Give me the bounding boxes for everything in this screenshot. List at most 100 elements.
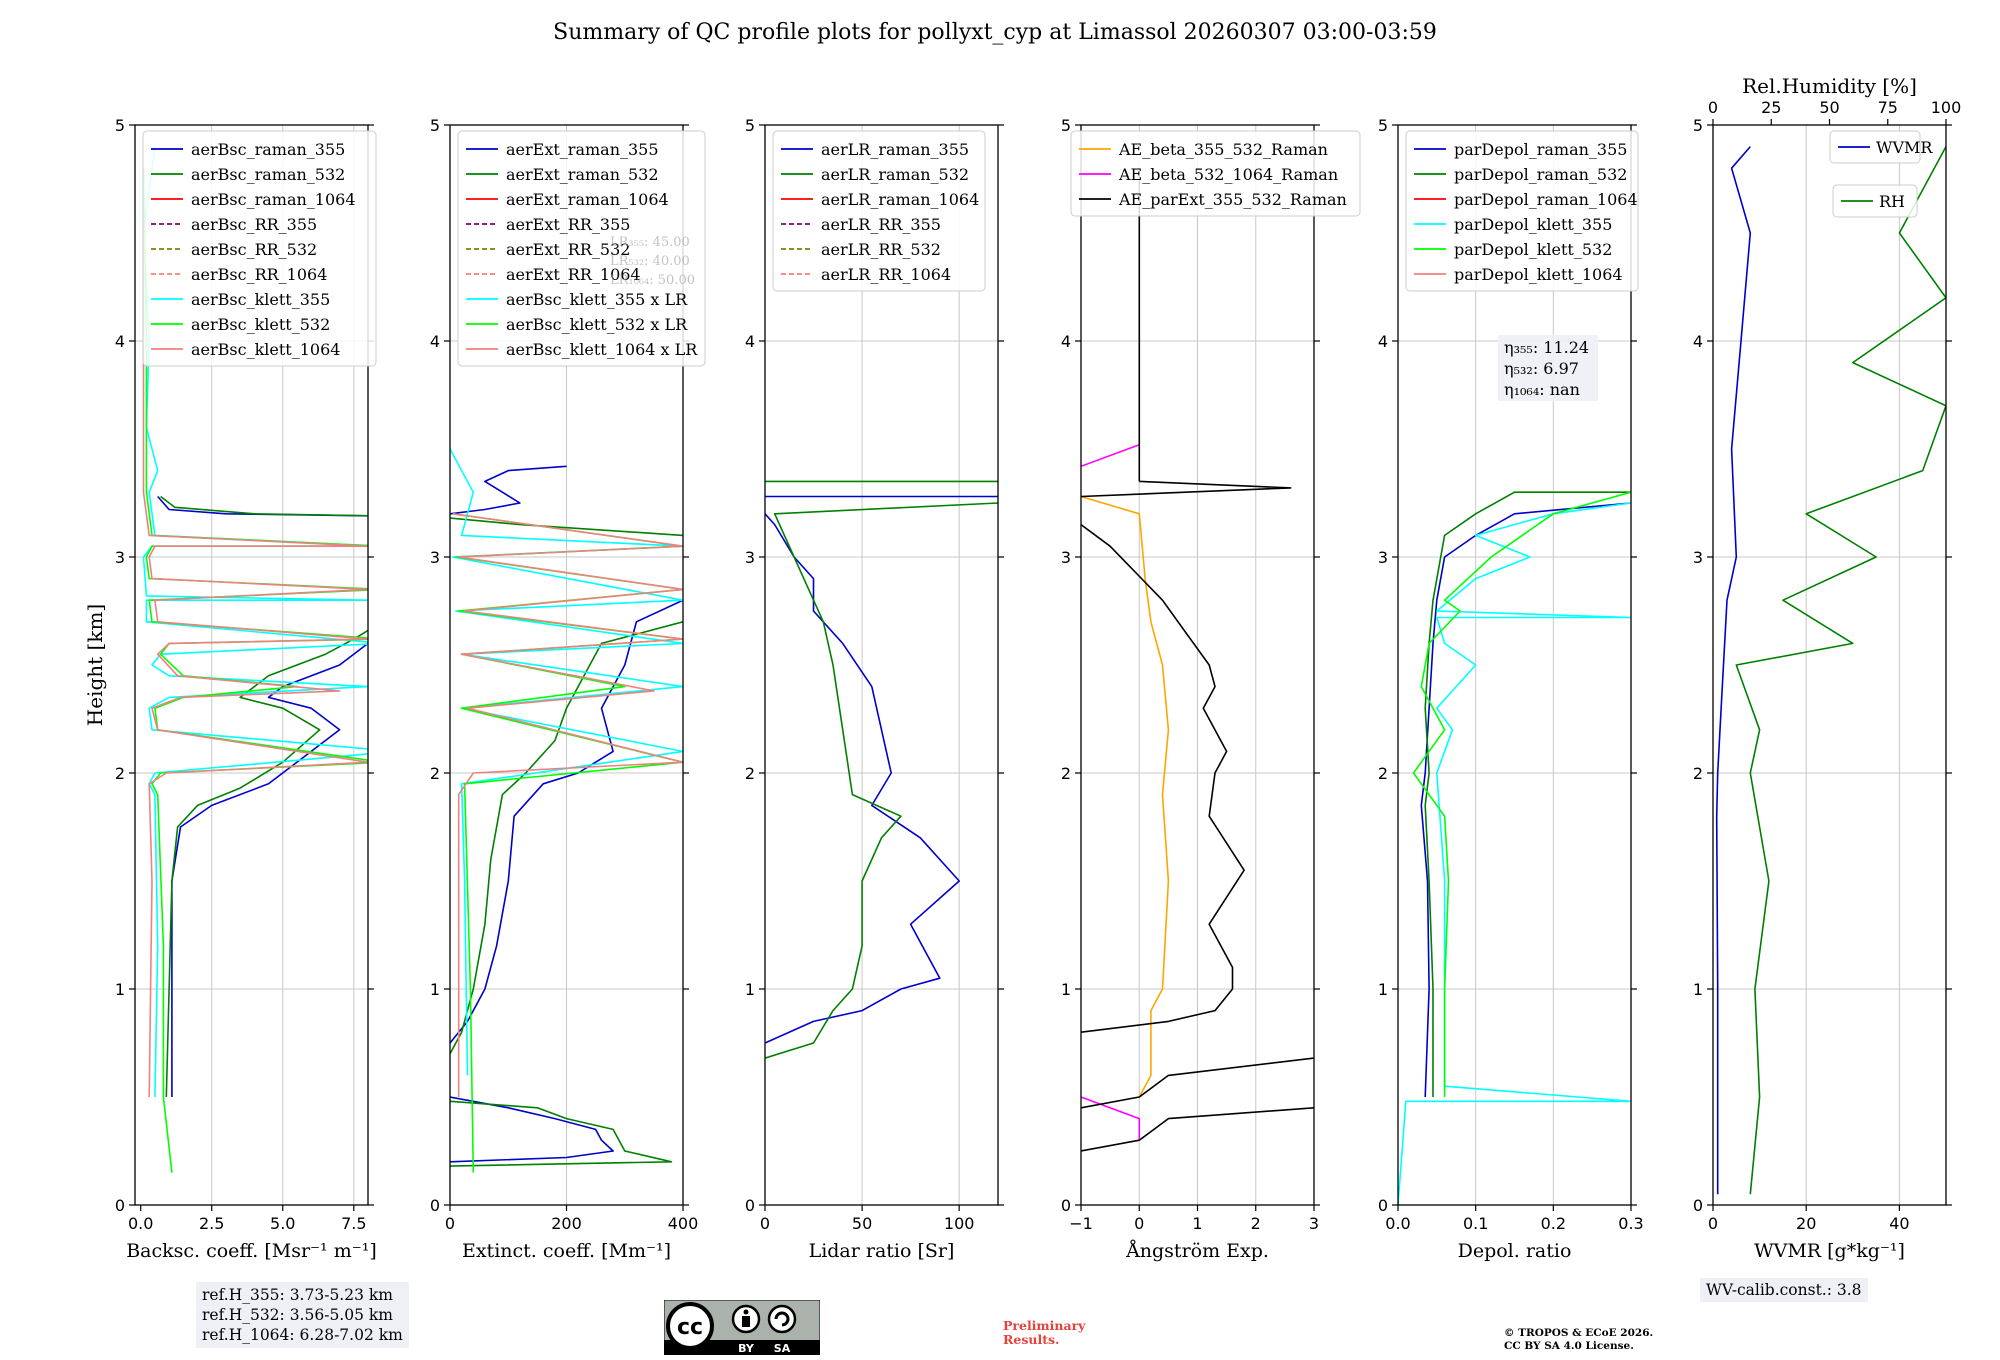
legend-label: aerBsc_klett_1064	[191, 340, 340, 359]
series-line	[1081, 523, 1245, 1033]
ref-height-1064: ref.H_1064: 6.28-7.02 km	[202, 1326, 403, 1344]
top-x-tick-label: 100	[1931, 98, 1962, 117]
ref-height-355: ref.H_355: 3.73-5.23 km	[202, 1286, 393, 1304]
copyright-note: © TROPOS & ECoE 2026. CC BY SA 4.0 Licen…	[1504, 1327, 1653, 1353]
x-tick-label: 0	[445, 1214, 455, 1233]
y-tick-label: 5	[1693, 116, 1703, 135]
lr-annotation: LR₃₅₅: 45.00	[610, 235, 690, 250]
legend-label: aerBsc_klett_532	[191, 315, 330, 334]
top-x-tick-label: 0	[1708, 98, 1718, 117]
y-tick-label: 5	[745, 116, 755, 135]
lr-annotation: LR₅₃₂: 40.00	[610, 254, 690, 269]
x-tick-label: 200	[551, 1214, 582, 1233]
x-tick-label: 0	[1708, 1214, 1718, 1233]
series-line	[1398, 502, 1631, 1205]
legend-label: parDepol_klett_1064	[1454, 265, 1623, 284]
y-tick-label: 0	[430, 1196, 440, 1215]
y-tick-label: 4	[1061, 332, 1071, 351]
series-group	[1081, 168, 1314, 1152]
legend-label: aerLR_raman_1064	[821, 190, 979, 209]
series-line	[165, 629, 368, 1098]
x-axis-label: Depol. ratio	[1458, 1240, 1572, 1262]
cc-badge-by-text: BY	[738, 1342, 755, 1355]
legend-label: parDepol_raman_532	[1454, 165, 1627, 184]
y-tick-label: 3	[745, 548, 755, 567]
y-tick-label: 2	[1378, 764, 1388, 783]
legend-label: aerLR_RR_532	[821, 240, 941, 259]
x-tick-label: 5.0	[270, 1214, 295, 1233]
chart-panel-1: 0.0 2.5 5.0 7.5 0 1 2 3 4 5 Backsc. coeff. [Msr⁻¹ …	[115, 116, 377, 1262]
y-tick-label: 4	[115, 332, 125, 351]
series-line	[450, 465, 567, 515]
y-tick-label: 0	[115, 1196, 125, 1215]
legend-box	[457, 130, 706, 367]
legend-label: parDepol_klett_355	[1454, 215, 1612, 234]
series-line	[1081, 1107, 1314, 1152]
x-tick-label: 40	[1889, 1214, 1909, 1233]
x-tick-label: 0.0	[128, 1214, 153, 1233]
legend-label: aerLR_RR_1064	[821, 265, 951, 284]
axes-frame	[134, 124, 369, 1206]
series-line	[1081, 1096, 1141, 1141]
series-line	[450, 1100, 673, 1167]
y-tick-label: 0	[1378, 1196, 1388, 1215]
legend-label: RH	[1879, 192, 1905, 211]
eta-box	[1498, 335, 1598, 401]
x-tick-label: 20	[1796, 1214, 1816, 1233]
cc-by-sa-license-badge: cc BY SA	[664, 1300, 820, 1355]
series-group	[1715, 146, 1946, 1195]
series-line	[142, 146, 368, 1098]
y-tick-label: 3	[1693, 548, 1703, 567]
legend-box	[1829, 130, 1921, 164]
y-tick-label: 2	[1061, 764, 1071, 783]
legend-label: aerExt_raman_1064	[506, 190, 669, 209]
figure-title: Summary of QC profile plots for pollyxt_…	[553, 20, 1437, 45]
series-line	[171, 642, 368, 1097]
y-tick-label: 2	[745, 764, 755, 783]
legend-label: aerBsc_klett_532 x LR	[506, 315, 688, 334]
axes-frame	[1712, 124, 1947, 1206]
series-group	[142, 146, 368, 1173]
x-tick-label: 50	[852, 1214, 872, 1233]
legend-label: aerBsc_klett_355	[191, 290, 330, 309]
legend-label: aerBsc_RR_355	[191, 215, 317, 234]
y-tick-label: 0	[745, 1196, 755, 1215]
x-axis-label: Lidar ratio [Sr]	[809, 1240, 955, 1262]
legend-label: aerLR_RR_355	[821, 215, 941, 234]
series-group	[1398, 491, 1631, 1205]
y-tick-label: 4	[1693, 332, 1703, 351]
wv-calibration-box: WV-calib.const.: 3.8	[1700, 1278, 1868, 1302]
y-tick-label: 2	[1693, 764, 1703, 783]
y-tick-label: 1	[1378, 980, 1388, 999]
legend-label: aerBsc_klett_1064 x LR	[506, 340, 698, 359]
y-tick-label: 5	[1378, 116, 1388, 135]
y-tick-label: 2	[430, 764, 440, 783]
y-tick-label: 3	[430, 548, 440, 567]
y-tick-label: 1	[1061, 980, 1071, 999]
lr-annotation: LR₁₀₆₄: 50.00	[610, 273, 695, 288]
chart-panel-5: 0.0 0.1 0.2 0.3 0 1 2 3 4 5 Depol. ratio parDepol_r…	[1378, 116, 1644, 1262]
series-line	[1424, 491, 1631, 1097]
top-axis-label: Rel.Humidity [%]	[1742, 74, 1917, 98]
legend-label: AE_parExt_355_532_Raman	[1118, 190, 1347, 209]
legend-box	[1405, 130, 1639, 292]
legend-label: AE_beta_532_1064_Raman	[1118, 165, 1338, 184]
y-tick-label: 4	[745, 332, 755, 351]
series-line	[450, 517, 683, 537]
series-line	[1081, 1057, 1314, 1109]
series-line	[1081, 480, 1292, 498]
legend-label: parDepol_klett_532	[1454, 240, 1612, 259]
series-line	[450, 1096, 614, 1163]
y-tick-label: 1	[115, 980, 125, 999]
y-tick-label: 4	[430, 332, 440, 351]
legend-label: aerLR_raman_532	[821, 165, 969, 184]
y-tick-label: 1	[745, 980, 755, 999]
y-tick-label: 5	[430, 116, 440, 135]
x-tick-label: 0.0	[1385, 1214, 1410, 1233]
legend-label: aerLR_raman_355	[821, 140, 969, 159]
ref-height-532: ref.H_532: 3.56-5.05 km	[202, 1306, 393, 1324]
y-axis-label: Height [km]	[83, 604, 107, 726]
cc-badge-sa-text: SA	[774, 1342, 791, 1355]
